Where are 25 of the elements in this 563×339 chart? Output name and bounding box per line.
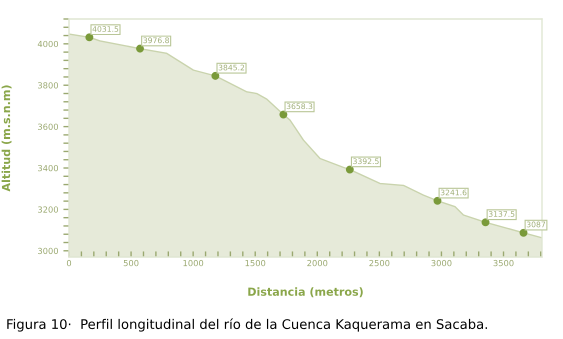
point: [211, 72, 220, 80]
x-tick-label: 3000: [431, 260, 452, 266]
y-tick-label: 3200: [38, 206, 58, 213]
x-tick-label: 2500: [369, 260, 390, 266]
y-axis-title: Altitud (m.s.n.m): [2, 85, 12, 192]
y-tick-label: 4000: [38, 40, 58, 48]
point: [85, 33, 94, 42]
y-tick-label: 3600: [38, 124, 58, 130]
x-tick-label: 500: [124, 260, 138, 266]
x-axis-title: Distancia (metros): [248, 287, 363, 298]
x-tick-label: 1500: [246, 260, 266, 266]
point: [482, 218, 490, 226]
y-tick-label: 3400: [38, 164, 58, 172]
point: [434, 196, 442, 205]
x-tick-label: 1000: [183, 260, 204, 266]
point: [279, 110, 288, 119]
x-tick-label: 0: [66, 260, 72, 266]
point: [520, 228, 528, 237]
x-tick-label: 2000: [307, 260, 328, 266]
point: [346, 166, 354, 174]
text: Figura 10· Perfil longitudinal del río de la Cuenca Kaquerama en Sacaba.: [7, 318, 487, 332]
point: [136, 44, 144, 53]
y-tick-label: 3800: [38, 82, 58, 89]
y-tick-label: 3000: [38, 248, 58, 254]
x-tick-label: 3500: [494, 260, 514, 266]
